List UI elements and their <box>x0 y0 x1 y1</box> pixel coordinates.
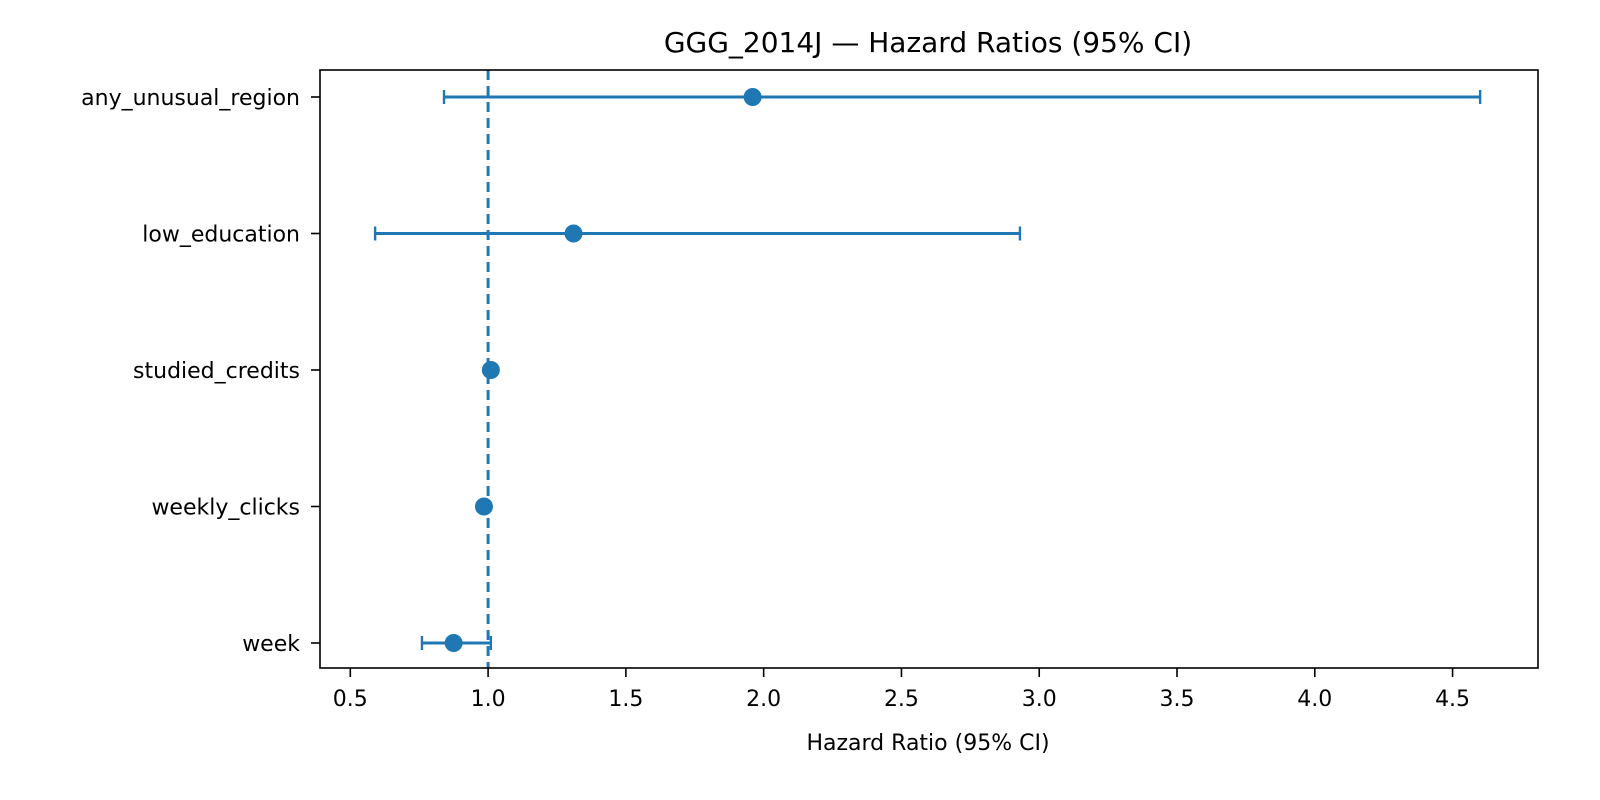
y-tick-label: week <box>242 632 300 657</box>
y-tick-label: studied_credits <box>133 359 300 384</box>
x-tick-label: 4.0 <box>1297 687 1332 712</box>
x-tick-label: 1.5 <box>608 687 643 712</box>
x-tick-label: 0.5 <box>333 687 368 712</box>
hazard-ratio-point <box>474 497 493 516</box>
plot-frame <box>319 69 1539 669</box>
y-tick-label: weekly_clicks <box>151 496 300 521</box>
x-tick-label: 1.0 <box>471 687 506 712</box>
chart-title: GGG_2014J — Hazard Ratios (95% CI) <box>664 26 1192 59</box>
hazard-ratio-point <box>743 88 762 106</box>
x-tick-label: 3.0 <box>1022 687 1057 712</box>
y-tick-label: low_education <box>142 223 300 248</box>
y-tick-label: any_unusual_region <box>81 86 300 111</box>
hazard-ratio-point <box>564 224 583 243</box>
x-tick-label: 3.5 <box>1160 687 1195 712</box>
x-tick-label: 2.0 <box>746 687 781 712</box>
x-tick-label: 2.5 <box>884 687 919 712</box>
x-axis: 0.5 1.0 1.5 2.0 2.5 3.0 3.5 4.0 4.5 <box>333 668 1470 712</box>
y-axis: any_unusual_region low_education studied_c… <box>81 86 320 657</box>
hazard-ratio-point <box>444 634 463 652</box>
hazard-ratio-point <box>481 361 500 379</box>
x-axis-label: Hazard Ratio (95% CI) <box>806 731 1049 756</box>
x-tick-label: 4.5 <box>1435 687 1470 712</box>
plot-area <box>373 70 1482 668</box>
